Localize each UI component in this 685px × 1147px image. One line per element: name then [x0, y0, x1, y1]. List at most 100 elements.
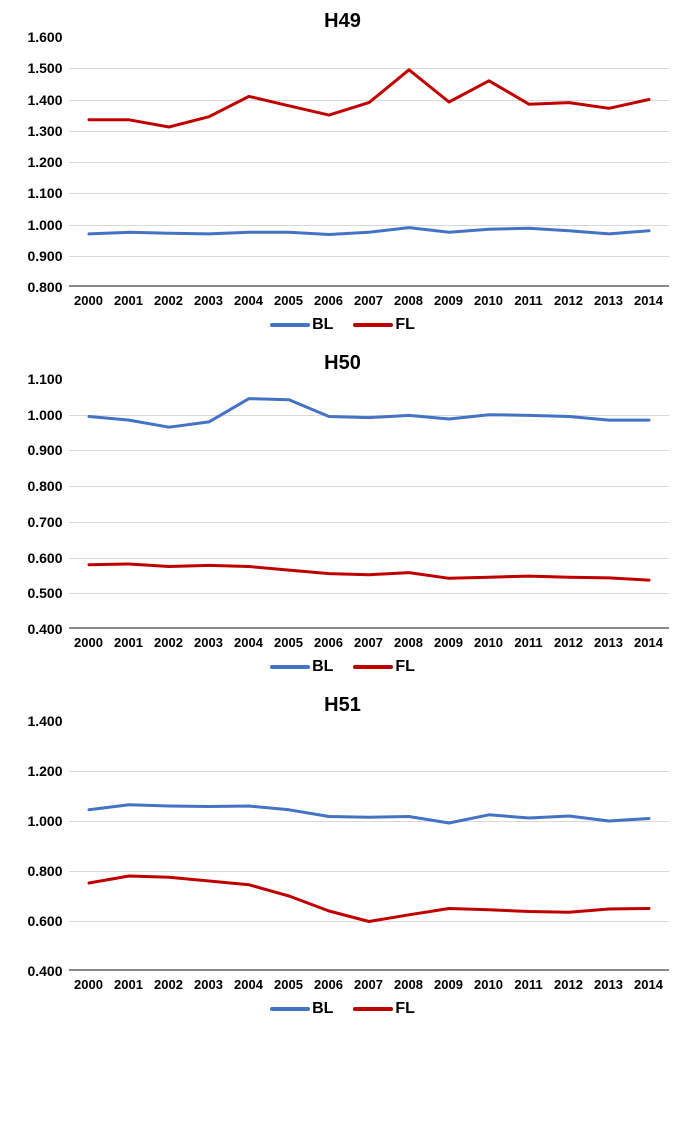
- x-tick-label: 2003: [189, 293, 229, 308]
- x-tick-label: 2008: [389, 635, 429, 650]
- x-tick-label: 2013: [589, 977, 629, 992]
- y-tick-label: 1.000: [27, 217, 62, 233]
- x-tick-label: 2002: [149, 977, 189, 992]
- series-line-fl: [89, 564, 649, 580]
- y-tick-label: 1.200: [27, 154, 62, 170]
- legend-item-fl: FL: [353, 316, 415, 334]
- legend-item-fl: FL: [353, 1000, 415, 1018]
- legend-label: BL: [312, 1000, 333, 1018]
- x-tick-label: 2001: [109, 293, 149, 308]
- legend-swatch: [353, 665, 393, 669]
- legend-swatch: [270, 665, 310, 669]
- x-tick-label: 2010: [469, 977, 509, 992]
- chart-title: H50: [13, 352, 673, 375]
- x-tick-label: 2004: [229, 977, 269, 992]
- x-tick-label: 2004: [229, 635, 269, 650]
- series-svg: [69, 379, 669, 629]
- x-tick-label: 2001: [109, 977, 149, 992]
- x-tick-label: 2001: [109, 635, 149, 650]
- x-tick-label: 2012: [549, 293, 589, 308]
- x-tick-label: 2009: [429, 977, 469, 992]
- x-tick-label: 2005: [269, 977, 309, 992]
- x-tick-label: 2011: [509, 635, 549, 650]
- chart-panel-h51: H511.4001.2001.0000.8000.6000.4002000200…: [13, 694, 673, 1018]
- chart-panel-h49: H491.6001.5001.4001.3001.2001.1001.0000.…: [13, 10, 673, 334]
- legend-swatch: [353, 323, 393, 327]
- x-tick-label: 2013: [589, 635, 629, 650]
- y-axis: 1.6001.5001.4001.3001.2001.1001.0000.900…: [13, 37, 69, 287]
- series-svg: [69, 721, 669, 971]
- x-tick-label: 2006: [309, 977, 349, 992]
- x-tick-label: 2008: [389, 977, 429, 992]
- x-tick-label: 2010: [469, 635, 509, 650]
- x-tick-label: 2007: [349, 977, 389, 992]
- x-tick-label: 2006: [309, 293, 349, 308]
- y-tick-label: 1.400: [27, 92, 62, 108]
- plot-area: [69, 379, 669, 629]
- legend-item-bl: BL: [270, 316, 333, 334]
- legend-swatch: [353, 1007, 393, 1011]
- legend-label: BL: [312, 316, 333, 334]
- series-line-bl: [89, 228, 649, 235]
- series-line-fl: [89, 70, 649, 127]
- legend-label: FL: [395, 658, 415, 676]
- y-tick-label: 0.600: [27, 913, 62, 929]
- x-tick-label: 2012: [549, 977, 589, 992]
- y-tick-label: 0.600: [27, 550, 62, 566]
- legend-swatch: [270, 1007, 310, 1011]
- x-tick-label: 2008: [389, 293, 429, 308]
- y-tick-label: 1.300: [27, 123, 62, 139]
- x-tick-label: 2003: [189, 977, 229, 992]
- legend-label: BL: [312, 658, 333, 676]
- legend-item-bl: BL: [270, 658, 333, 676]
- chart-title: H49: [13, 10, 673, 33]
- series-line-bl: [89, 805, 649, 823]
- y-tick-label: 0.400: [27, 963, 62, 979]
- y-axis: 1.1001.0000.9000.8000.7000.6000.5000.400: [13, 379, 69, 629]
- x-tick-label: 2005: [269, 293, 309, 308]
- charts-container: H491.6001.5001.4001.3001.2001.1001.0000.…: [10, 10, 675, 1018]
- x-tick-label: 2000: [69, 293, 109, 308]
- y-tick-label: 0.900: [27, 248, 62, 264]
- y-tick-label: 1.000: [27, 407, 62, 423]
- x-tick-label: 2000: [69, 635, 109, 650]
- series-line-bl: [89, 399, 649, 428]
- y-tick-label: 0.500: [27, 585, 62, 601]
- legend-label: FL: [395, 1000, 415, 1018]
- y-tick-label: 0.800: [27, 279, 62, 295]
- x-tick-label: 2004: [229, 293, 269, 308]
- legend-label: FL: [395, 316, 415, 334]
- x-tick-label: 2002: [149, 635, 189, 650]
- x-tick-label: 2007: [349, 635, 389, 650]
- x-tick-label: 2002: [149, 293, 189, 308]
- x-tick-label: 2013: [589, 293, 629, 308]
- x-tick-label: 2014: [629, 293, 669, 308]
- x-tick-label: 2006: [309, 635, 349, 650]
- y-tick-label: 0.400: [27, 621, 62, 637]
- x-tick-label: 2011: [509, 977, 549, 992]
- legend: BL FL: [13, 1000, 673, 1018]
- legend-item-bl: BL: [270, 1000, 333, 1018]
- legend-swatch: [270, 323, 310, 327]
- legend-item-fl: FL: [353, 658, 415, 676]
- x-tick-label: 2000: [69, 977, 109, 992]
- x-tick-label: 2012: [549, 635, 589, 650]
- y-tick-label: 0.800: [27, 478, 62, 494]
- x-tick-label: 2009: [429, 635, 469, 650]
- y-tick-label: 1.100: [27, 185, 62, 201]
- x-tick-label: 2003: [189, 635, 229, 650]
- x-axis: 2000200120022003200420052006200720082009…: [69, 293, 669, 308]
- series-line-fl: [89, 876, 649, 922]
- x-tick-label: 2007: [349, 293, 389, 308]
- y-tick-label: 0.800: [27, 863, 62, 879]
- y-tick-label: 1.400: [27, 713, 62, 729]
- y-tick-label: 0.700: [27, 514, 62, 530]
- y-tick-label: 1.200: [27, 763, 62, 779]
- legend: BL FL: [13, 658, 673, 676]
- y-axis: 1.4001.2001.0000.8000.6000.400: [13, 721, 69, 971]
- chart-title: H51: [13, 694, 673, 717]
- y-tick-label: 0.900: [27, 442, 62, 458]
- y-tick-label: 1.100: [27, 371, 62, 387]
- x-tick-label: 2009: [429, 293, 469, 308]
- x-tick-label: 2011: [509, 293, 549, 308]
